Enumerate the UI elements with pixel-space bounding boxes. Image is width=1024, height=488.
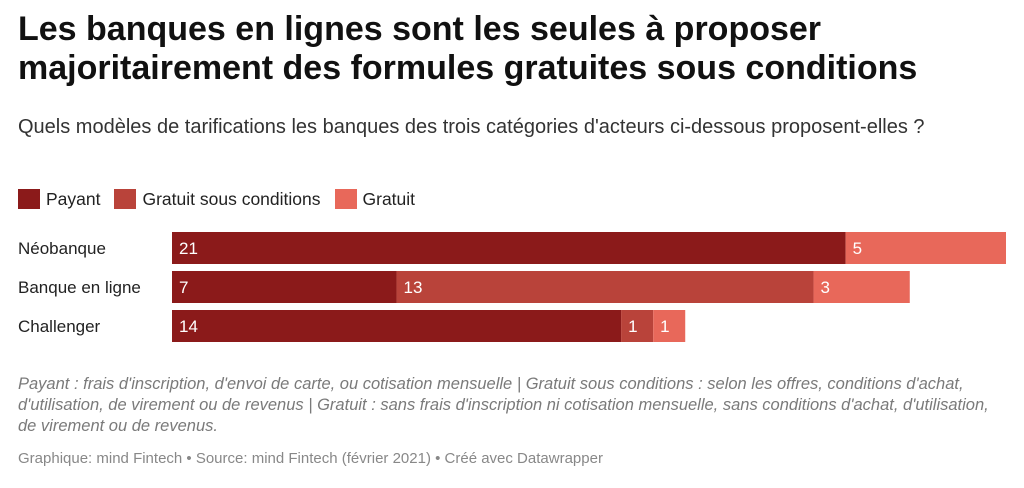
value-label-banque-en-ligne-gratuit-sous-conditions: 13 — [404, 278, 423, 297]
value-label-neobanque-payant: 21 — [179, 239, 198, 258]
stacked-bar-chart: Néobanque 21 5 Banque en ligne 7 13 3 Challenge… — [18, 232, 1006, 342]
chart-subtitle: Quels modèles de tarifications les banqu… — [18, 116, 925, 138]
value-label-challenger-gratuit-sous-conditions: 1 — [628, 317, 637, 336]
value-label-neobanque-gratuit: 5 — [853, 239, 862, 258]
value-label-challenger-gratuit: 1 — [660, 317, 669, 336]
chart-notes: Payant : frais d'inscription, d'envoi de… — [18, 375, 989, 435]
bar-banque-en-ligne-payant — [172, 271, 397, 303]
value-label-challenger-payant: 14 — [179, 317, 198, 336]
legend-swatch-gratuit-sous-conditions — [114, 189, 137, 209]
value-label-banque-en-ligne-gratuit: 3 — [821, 278, 830, 297]
chart-title: Les banques en lignes sont les seules à … — [18, 10, 918, 87]
bar-challenger-gratuit-sous-conditions — [621, 310, 654, 342]
category-label-banque-en-ligne: Banque en ligne — [18, 278, 141, 297]
legend-swatch-gratuit — [334, 189, 357, 209]
legend: Payant Gratuit sous conditions Gratuit — [18, 186, 429, 212]
bar-neobanque-gratuit — [845, 232, 1006, 264]
legend-item-payant: Payant — [18, 189, 100, 210]
bar-challenger-gratuit — [653, 310, 686, 342]
legend-label-payant: Payant — [46, 188, 101, 209]
legend-swatch-payant — [18, 189, 40, 209]
legend-item-gratuit-sous-conditions: Gratuit sous conditions — [114, 188, 321, 210]
bar-banque-en-ligne-gratuit-sous-conditions — [396, 271, 814, 303]
legend-label-gratuit: Gratuit — [362, 188, 416, 209]
legend-label-gratuit-sous-conditions: Gratuit sous conditions — [142, 188, 321, 209]
bar-banque-en-ligne-gratuit — [813, 271, 910, 303]
bar-challenger-payant — [172, 310, 622, 342]
legend-item-gratuit: Gratuit — [334, 188, 416, 210]
value-label-banque-en-ligne-payant: 7 — [179, 278, 188, 297]
category-label-neobanque: Néobanque — [18, 239, 106, 258]
bar-neobanque-payant — [172, 232, 846, 264]
chart-footer: Graphique: mind Fintech • Source: mind F… — [18, 450, 603, 467]
category-label-challenger: Challenger — [18, 317, 101, 336]
